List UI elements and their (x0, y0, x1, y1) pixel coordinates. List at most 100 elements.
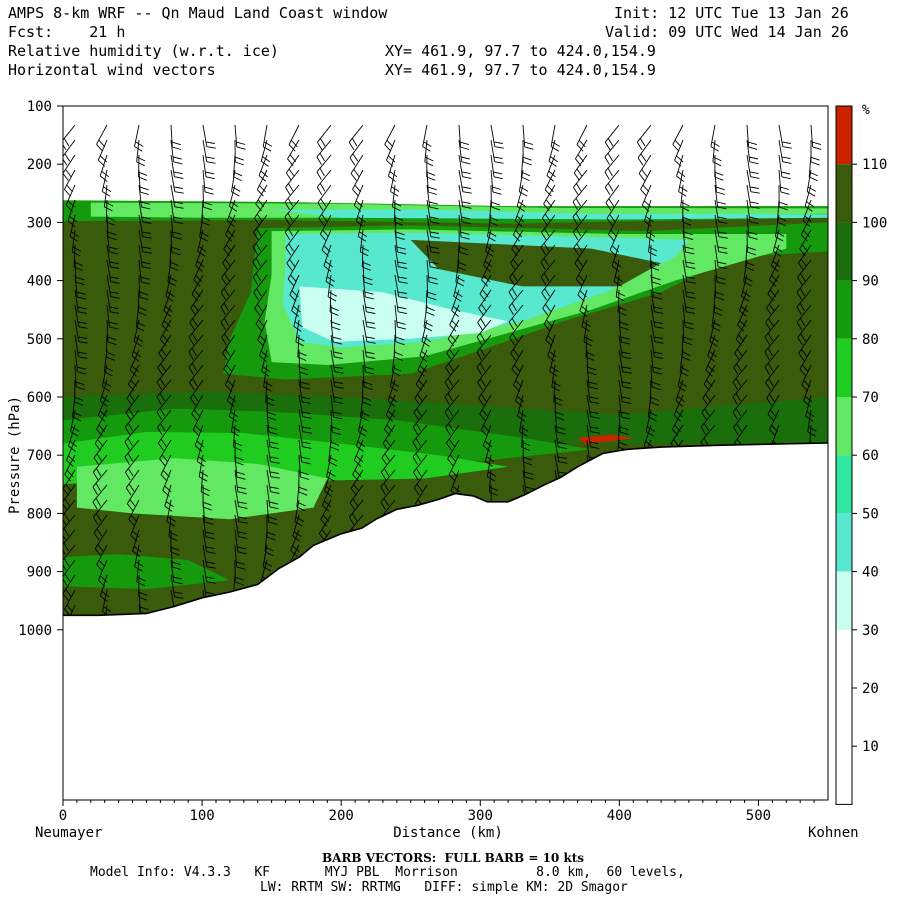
wind-barb (481, 259, 492, 287)
colorbar-level-label: 80 (862, 332, 879, 348)
colorbar-swatch (836, 513, 852, 572)
wind-barb (234, 484, 248, 509)
wind-barb (380, 469, 396, 495)
wind-barb (800, 214, 812, 242)
wind-barb (490, 184, 501, 211)
wind-barb (489, 199, 499, 227)
wind-barb (579, 289, 589, 317)
wind-barb (170, 559, 183, 585)
wind-barb (394, 274, 408, 299)
wind-barb (138, 214, 152, 239)
wind-barb (285, 154, 300, 181)
wind-barb (522, 454, 534, 480)
wind-barb (221, 259, 236, 286)
wind-barb (198, 454, 209, 482)
wind-barb (519, 409, 529, 437)
y-tick-label: 700 (27, 448, 52, 464)
wind-barb (412, 424, 428, 450)
wind-barb (710, 124, 720, 152)
rh-region-supersaturated (577, 434, 634, 444)
wind-barb (746, 124, 758, 150)
wind-barb (804, 184, 814, 212)
wind-barb (262, 544, 272, 572)
wind-barb (477, 364, 492, 391)
wind-barb (778, 124, 792, 149)
wind-barb (362, 319, 376, 344)
wind-barb (476, 319, 492, 346)
colorbar-level-label: 100 (862, 215, 887, 231)
wind-barb (798, 244, 812, 271)
model-info: Model Info: V4.3.3 KF MYJ PBL Morrison 8… (90, 865, 685, 880)
wind-barb (74, 334, 88, 359)
wind-barb (96, 124, 108, 152)
y-axis-label: Pressure (hPa) (7, 396, 23, 514)
wind-barb (604, 154, 620, 180)
wind-barb (322, 484, 332, 512)
wind-barb (426, 169, 438, 195)
wind-barb (330, 334, 344, 360)
wind-barb (284, 184, 300, 210)
wind-barb (202, 169, 214, 195)
wind-barb (445, 409, 460, 436)
wind-barb (700, 409, 716, 436)
wind-barb (548, 139, 558, 167)
wind-barb (636, 124, 652, 151)
wind-barb (357, 409, 368, 437)
wind-barb (457, 244, 467, 271)
wind-barb (746, 139, 759, 165)
wind-barb (413, 394, 428, 421)
colorbar-level-label: 70 (862, 390, 879, 406)
wind-barb (266, 439, 280, 464)
wind-barb (573, 229, 588, 256)
wind-barb (202, 544, 216, 569)
wind-barb (586, 424, 600, 449)
wind-barb (188, 334, 204, 360)
wind-barb (266, 469, 280, 494)
wind-barb (190, 289, 204, 316)
wind-barb (444, 364, 460, 391)
wind-barb (70, 409, 80, 437)
wind-barb (222, 244, 236, 271)
wind-barb (650, 274, 663, 300)
wind-barb (575, 259, 588, 287)
wind-barb (458, 184, 472, 209)
valid-time: Valid: 09 UTC Wed 14 Jan 26 (605, 23, 849, 41)
wind-barb (284, 199, 300, 225)
wind-barb (170, 139, 183, 165)
colorbar-unit: % (862, 103, 870, 118)
wind-barb (66, 439, 76, 467)
wind-barb (389, 364, 400, 392)
colorbar-swatch (836, 164, 852, 223)
wind-barb (63, 139, 76, 166)
wind-barb (330, 394, 343, 420)
wind-barb (362, 364, 373, 391)
wind-barb (478, 379, 492, 406)
wind-barb (252, 244, 268, 270)
wind-barb (252, 229, 268, 255)
wind-barb (138, 199, 152, 224)
wind-barb (709, 319, 719, 347)
field-name-humidity: Relative humidity (w.r.t. ice) (8, 42, 279, 60)
wind-barb (316, 154, 332, 180)
wind-barb (554, 424, 567, 450)
wind-barb (746, 184, 760, 209)
wind-barb (92, 484, 108, 510)
wind-barb (554, 439, 568, 464)
wind-barb (103, 184, 114, 212)
wind-barb (672, 124, 684, 152)
wind-barb (796, 289, 812, 315)
colorbar-level-label: 50 (862, 506, 879, 522)
wind-barb (330, 379, 344, 404)
wind-barb (509, 259, 524, 286)
wind-barb (106, 229, 119, 255)
wind-barb (446, 424, 460, 451)
wind-barb (797, 319, 812, 346)
wind-barb (170, 574, 184, 599)
wind-barb (106, 289, 120, 314)
wind-barb (330, 364, 344, 389)
colorbar-swatch (836, 397, 852, 456)
colorbar-level-label: 110 (862, 157, 887, 173)
wind-barb (586, 364, 599, 390)
wind-barb (618, 364, 632, 389)
wind-barb (291, 289, 301, 317)
